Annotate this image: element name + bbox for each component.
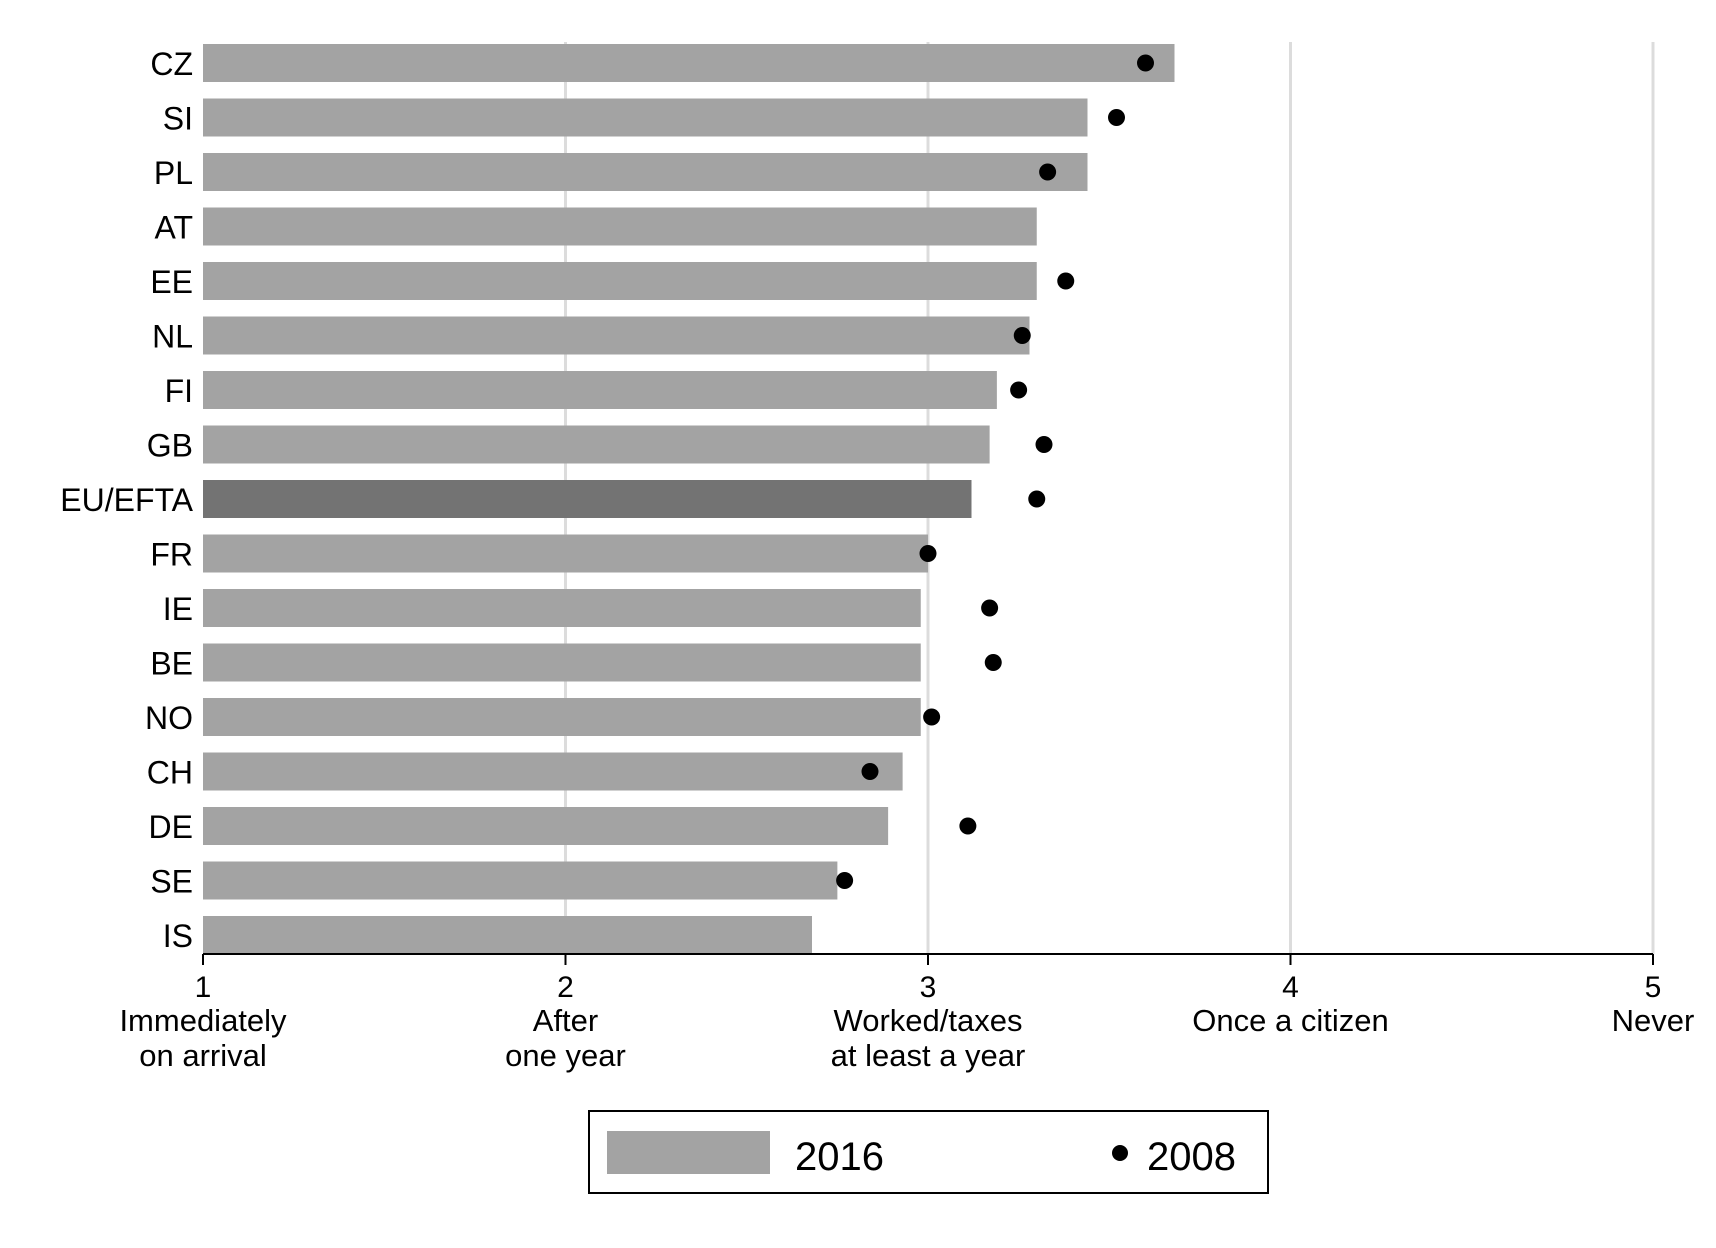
category-label: SE <box>150 864 193 900</box>
x-tick-description: one year <box>505 1038 626 1073</box>
dot-2008-de <box>959 817 977 835</box>
bar-2016-eu-efta <box>203 480 972 518</box>
dot-2008-fi <box>1010 381 1028 399</box>
bar-2016-at <box>203 207 1037 246</box>
x-tick-label: 4 <box>1282 971 1299 1004</box>
bar-2016-pl <box>203 153 1088 191</box>
bar-2016-de <box>203 807 889 845</box>
dot-2008-nl <box>1013 327 1031 344</box>
legend-marker-2008 <box>1112 1145 1128 1161</box>
legend-label-2016: 2016 <box>795 1135 884 1179</box>
category-label: NO <box>145 700 193 736</box>
dot-2008-no <box>923 708 941 726</box>
bar-2016-ch <box>203 752 903 791</box>
x-tick-label: 3 <box>920 971 937 1004</box>
x-tick-description: Once a citizen <box>1192 1003 1388 1038</box>
dot-2008-gb <box>1035 436 1053 453</box>
legend-label-2008: 2008 <box>1147 1135 1236 1179</box>
category-label: IS <box>163 918 193 954</box>
dot-2008-ie <box>981 599 999 617</box>
category-label: GB <box>147 428 193 464</box>
x-tick-description: on arrival <box>139 1038 267 1073</box>
category-label: NL <box>152 319 193 355</box>
bar-2016-nl <box>203 316 1030 355</box>
bar-2016-be <box>203 643 921 682</box>
category-label: DE <box>149 809 193 845</box>
category-label: IE <box>163 591 193 627</box>
category-label: CZ <box>150 46 193 82</box>
dot-2008-ch <box>861 763 879 780</box>
legend-box <box>588 1110 1269 1194</box>
bar-2016-is <box>203 916 812 954</box>
bars-2016 <box>203 44 1175 954</box>
dot-2008-si <box>1108 109 1125 126</box>
bar-2016-fi <box>203 371 997 409</box>
bar-2016-ie <box>203 589 921 627</box>
x-tick-description: After <box>533 1003 598 1038</box>
x-tick-label: 1 <box>195 971 212 1004</box>
category-label: CH <box>147 755 193 791</box>
x-tick-description: Worked/taxes <box>834 1003 1023 1038</box>
category-label: FR <box>150 537 193 573</box>
category-labels: CZ SI PL AT EE NL FI GB EU/EFTA FR IE BE NO CH DE SE IS <box>60 46 193 954</box>
legend-swatch-2016 <box>607 1131 770 1174</box>
category-label: BE <box>150 646 193 682</box>
bar-2016-fr <box>203 534 928 573</box>
dot-2008-pl <box>1039 163 1057 181</box>
dot-2008-ee <box>1057 272 1075 290</box>
legend: 2016 2008 <box>588 1110 1269 1194</box>
dot-2008-se <box>836 872 854 889</box>
category-label: SI <box>163 101 193 137</box>
dot-2008-fr <box>919 545 937 562</box>
bar-2016-no <box>203 698 921 736</box>
category-label: FI <box>165 373 193 409</box>
dot-2008-be <box>984 654 1002 671</box>
category-label: PL <box>154 155 193 191</box>
category-label: AT <box>154 210 193 246</box>
x-tick-description: at least a year <box>831 1038 1026 1073</box>
category-label: EU/EFTA <box>60 482 193 518</box>
bar-2016-cz <box>203 44 1175 82</box>
x-tick-description: Never <box>1612 1003 1695 1038</box>
bar-2016-se <box>203 861 838 900</box>
bar-2016-gb <box>203 425 990 464</box>
dot-2008-eu-efta <box>1028 490 1046 508</box>
dot-2008-cz <box>1137 54 1154 72</box>
category-label: EE <box>150 264 193 300</box>
dots-2008 <box>836 54 1154 889</box>
x-tick-label: 5 <box>1645 971 1662 1004</box>
x-tick-label: 2 <box>557 971 574 1004</box>
bar-2016-ee <box>203 262 1037 300</box>
bar-2016-si <box>203 98 1088 137</box>
x-tick-description: Immediately <box>119 1003 287 1038</box>
